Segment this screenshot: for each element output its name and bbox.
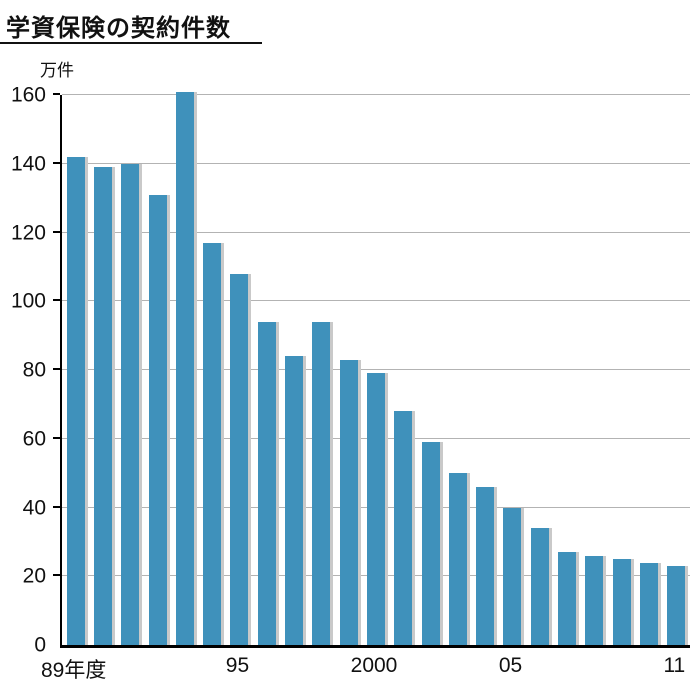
bar-2008 xyxy=(585,555,604,645)
x-axis-tick-label: 05 xyxy=(498,654,523,677)
y-axis-tick xyxy=(53,299,60,302)
bar-1989 xyxy=(66,156,85,645)
chart-title: 学資保険の契約件数 xyxy=(6,15,231,42)
y-axis-unit-label: 万件 xyxy=(40,61,74,80)
y-axis-tick xyxy=(53,93,60,95)
bar-1995 xyxy=(230,273,249,645)
bar-2007 xyxy=(557,552,576,645)
bar-1998 xyxy=(312,321,331,645)
x-axis-tick-label: 89年度 xyxy=(40,659,107,682)
y-axis-tick-label: 40 xyxy=(22,496,46,519)
gridline xyxy=(62,94,690,95)
plot-area xyxy=(53,91,690,648)
bar-2011 xyxy=(667,565,686,645)
y-axis-tick xyxy=(53,574,60,577)
y-axis-tick-label: 20 xyxy=(22,564,46,588)
gridline xyxy=(62,231,690,233)
bar-2006 xyxy=(530,528,549,645)
bar-1992 xyxy=(148,194,167,645)
gridline xyxy=(62,300,690,302)
y-axis-tick xyxy=(53,161,60,164)
y-axis-tick-label: 100 xyxy=(10,289,46,313)
bar-2001 xyxy=(394,411,413,645)
y-axis-tick-label: 160 xyxy=(10,83,46,107)
y-axis-tick-label: 120 xyxy=(10,221,46,244)
bar-2009 xyxy=(612,559,631,645)
bar-1993 xyxy=(175,91,194,645)
x-axis-labels: 89年度 95 2000 05 11 xyxy=(41,654,688,686)
y-axis-tick-label: 80 xyxy=(22,358,46,382)
y-axis-tick xyxy=(53,368,60,370)
bar-1996 xyxy=(257,321,276,645)
x-axis-tick-label: 2000 xyxy=(350,654,398,677)
bar-2000 xyxy=(366,373,385,645)
y-axis-tick xyxy=(53,230,60,233)
y-axis-tick xyxy=(53,505,60,508)
bar-2004 xyxy=(476,486,495,645)
bar-1994 xyxy=(203,242,222,645)
y-axis-tick-label: 140 xyxy=(10,152,46,176)
bar-1990 xyxy=(93,167,112,645)
bar-2005 xyxy=(503,507,522,645)
x-axis-tick-label: 11 xyxy=(663,654,686,677)
x-axis-tick-label: 95 xyxy=(225,654,250,677)
y-axis-labels: 0 20 40 60 80 100 120 140 160 xyxy=(0,85,52,656)
bar-1991 xyxy=(121,163,140,645)
y-axis-tick-label: 0 xyxy=(34,633,46,657)
bar-1999 xyxy=(339,359,358,645)
gridline xyxy=(62,162,690,164)
title-underline xyxy=(0,42,262,44)
y-axis-tick-label: 60 xyxy=(22,427,46,451)
gridline xyxy=(62,369,690,370)
bar-2002 xyxy=(421,442,440,645)
bar-2010 xyxy=(639,562,658,645)
bar-series xyxy=(62,91,690,645)
bar-2003 xyxy=(448,473,467,645)
y-axis-tick xyxy=(53,436,60,439)
bar-1997 xyxy=(285,356,304,645)
